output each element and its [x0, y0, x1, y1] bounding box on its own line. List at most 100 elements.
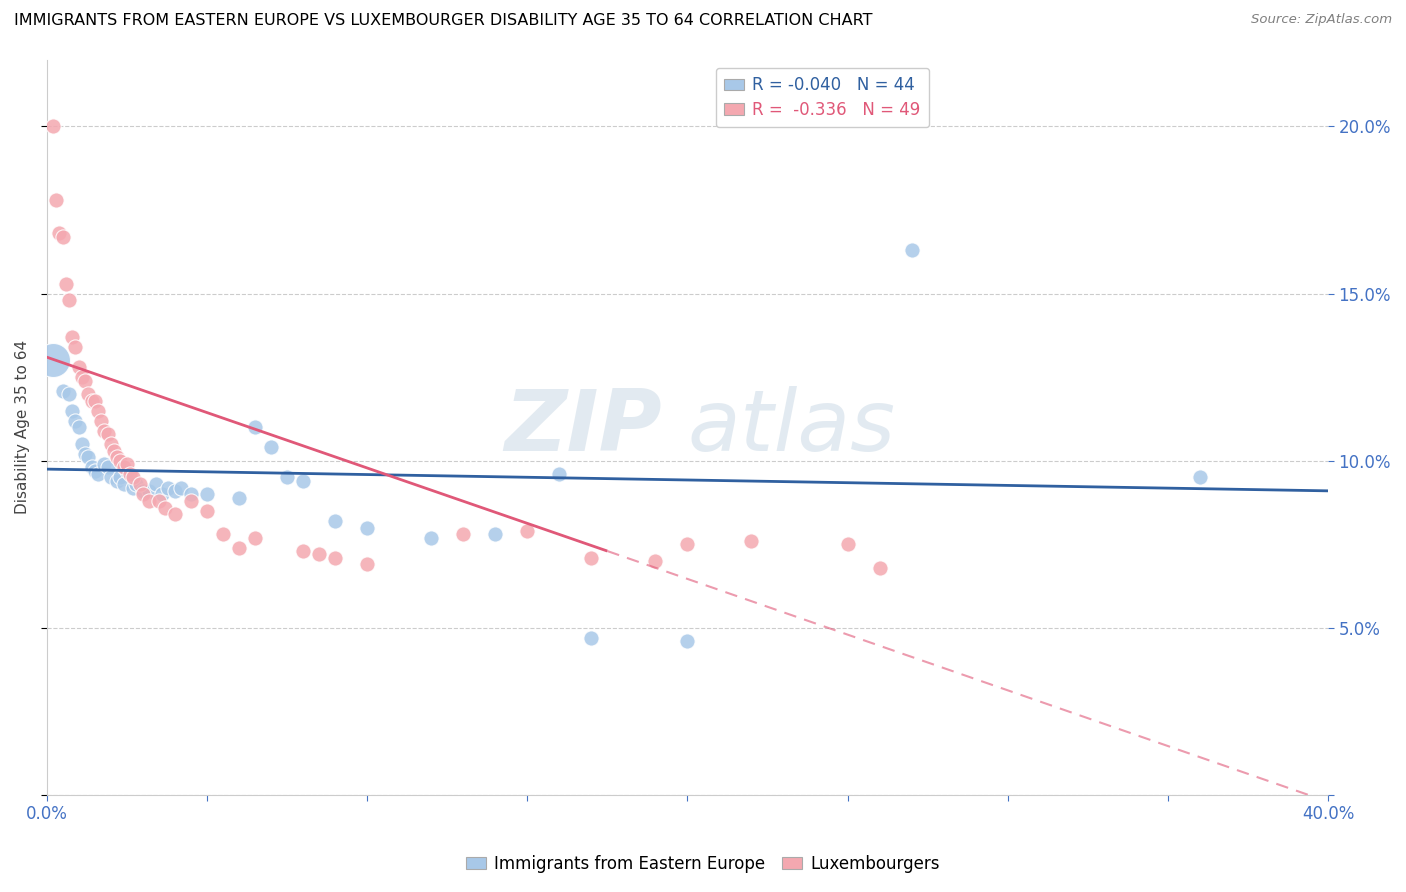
Point	[157, 481, 180, 495]
Point	[65, 414, 87, 428]
Point	[80, 460, 103, 475]
Legend: R = -0.040   N = 44, R =  -0.336   N = 49: R = -0.040 N = 44, R = -0.336 N = 49	[716, 68, 929, 128]
Point	[58, 387, 80, 401]
Point	[484, 527, 506, 541]
Point	[55, 277, 77, 291]
Point	[83, 393, 105, 408]
Point	[323, 514, 346, 528]
Point	[110, 454, 132, 468]
Point	[153, 500, 176, 515]
Text: atlas: atlas	[688, 386, 896, 469]
Point	[243, 420, 266, 434]
Point	[740, 533, 762, 548]
Point	[42, 120, 65, 134]
Point	[118, 467, 141, 482]
Point	[676, 537, 699, 551]
Point	[323, 550, 346, 565]
Point	[138, 483, 160, 498]
Point	[260, 441, 283, 455]
Point	[70, 370, 93, 384]
Point	[105, 450, 128, 465]
Point	[125, 477, 148, 491]
Point	[163, 508, 186, 522]
Point	[195, 504, 218, 518]
Point	[93, 457, 115, 471]
Point	[291, 544, 314, 558]
Point	[52, 384, 75, 398]
Point	[75, 374, 97, 388]
Legend: Immigrants from Eastern Europe, Luxembourgers: Immigrants from Eastern Europe, Luxembou…	[460, 848, 946, 880]
Point	[96, 427, 118, 442]
Point	[70, 437, 93, 451]
Point	[103, 443, 125, 458]
Point	[80, 393, 103, 408]
Point	[87, 403, 110, 417]
Point	[581, 550, 603, 565]
Point	[93, 424, 115, 438]
Point	[228, 541, 250, 555]
Y-axis label: Disability Age 35 to 64: Disability Age 35 to 64	[15, 340, 30, 515]
Point	[356, 558, 378, 572]
Point	[128, 477, 150, 491]
Point	[52, 229, 75, 244]
Text: ZIP: ZIP	[505, 386, 662, 469]
Point	[112, 477, 135, 491]
Point	[356, 521, 378, 535]
Point	[644, 554, 666, 568]
Point	[170, 481, 193, 495]
Point	[276, 470, 298, 484]
Point	[48, 227, 70, 241]
Point	[148, 494, 170, 508]
Point	[122, 481, 145, 495]
Point	[900, 243, 922, 257]
Point	[60, 403, 83, 417]
Point	[180, 487, 202, 501]
Point	[212, 527, 235, 541]
Point	[100, 470, 122, 484]
Point	[110, 470, 132, 484]
Point	[138, 494, 160, 508]
Point	[291, 474, 314, 488]
Point	[96, 460, 118, 475]
Point	[83, 464, 105, 478]
Point	[516, 524, 538, 538]
Point	[548, 467, 571, 482]
Point	[115, 464, 138, 478]
Point	[87, 467, 110, 482]
Point	[60, 330, 83, 344]
Point	[67, 420, 90, 434]
Point	[77, 387, 100, 401]
Point	[1188, 470, 1211, 484]
Point	[112, 460, 135, 475]
Point	[451, 527, 474, 541]
Point	[132, 487, 155, 501]
Point	[105, 474, 128, 488]
Point	[45, 193, 67, 207]
Point	[58, 293, 80, 308]
Point	[100, 437, 122, 451]
Point	[150, 487, 173, 501]
Point	[228, 491, 250, 505]
Point	[90, 414, 112, 428]
Point	[308, 547, 330, 561]
Text: IMMIGRANTS FROM EASTERN EUROPE VS LUXEMBOURGER DISABILITY AGE 35 TO 64 CORRELATI: IMMIGRANTS FROM EASTERN EUROPE VS LUXEMB…	[14, 13, 873, 29]
Point	[42, 353, 65, 368]
Point	[115, 457, 138, 471]
Point	[163, 483, 186, 498]
Point	[676, 634, 699, 648]
Point	[869, 560, 891, 574]
Point	[122, 470, 145, 484]
Point	[145, 477, 167, 491]
Text: Source: ZipAtlas.com: Source: ZipAtlas.com	[1251, 13, 1392, 27]
Point	[180, 494, 202, 508]
Point	[837, 537, 859, 551]
Point	[581, 631, 603, 645]
Point	[67, 360, 90, 375]
Point	[195, 487, 218, 501]
Point	[77, 450, 100, 465]
Point	[65, 340, 87, 354]
Point	[132, 483, 155, 498]
Point	[243, 531, 266, 545]
Point	[420, 531, 443, 545]
Point	[75, 447, 97, 461]
